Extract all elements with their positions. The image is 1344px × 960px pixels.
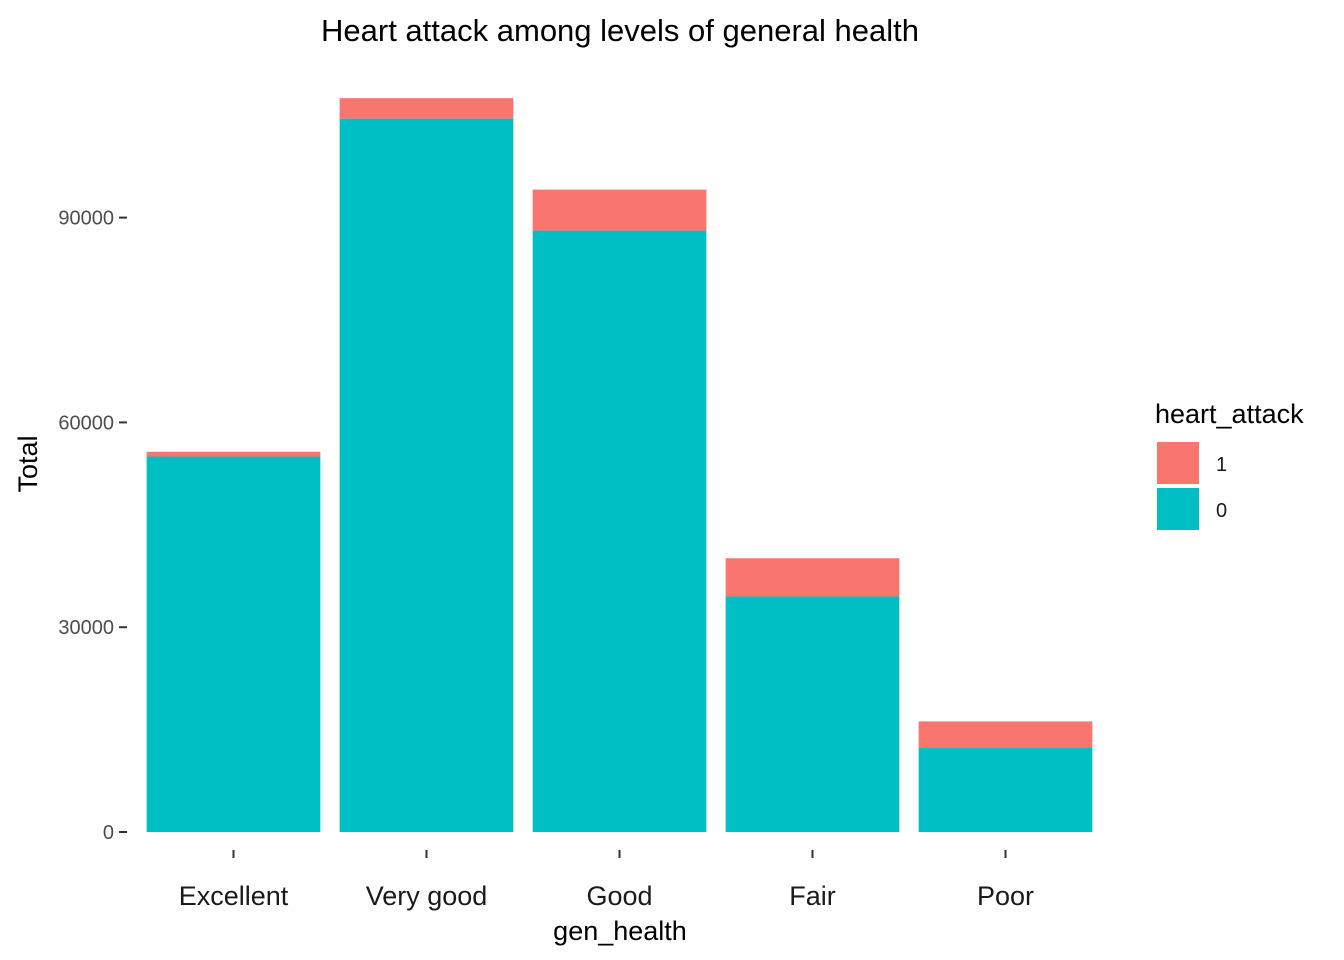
bar-excellent-series-0 <box>146 456 321 832</box>
legend-swatch-1 <box>1157 442 1199 484</box>
bar-very-good-series-0 <box>339 118 514 832</box>
bar-good-series-0 <box>532 230 707 832</box>
chart-title: Heart attack among levels of general hea… <box>321 13 919 48</box>
y-tick-label: 90000 <box>58 208 114 230</box>
y-axis: 0 30000 60000 90000 <box>58 208 127 844</box>
legend-title: heart_attack <box>1155 399 1304 429</box>
bar-excellent-series-1 <box>146 451 321 457</box>
x-tick-label: Very good <box>366 881 488 911</box>
x-axis-title: gen_health <box>553 916 687 946</box>
y-axis-title: Total <box>13 435 43 492</box>
x-tick-label: Poor <box>977 881 1034 911</box>
x-axis: Excellent Very good Good Fair Poor <box>179 850 1034 911</box>
plot-area <box>146 98 1093 832</box>
bar-fair-series-0 <box>725 596 900 832</box>
bar-good-series-1 <box>532 189 707 231</box>
legend-label-0: 0 <box>1216 500 1227 522</box>
bar-poor-series-0 <box>918 748 1093 832</box>
x-tick-label: Excellent <box>179 881 289 911</box>
bar-poor-series-1 <box>918 721 1093 749</box>
legend: heart_attack 1 0 <box>1155 399 1304 530</box>
legend-label-1: 1 <box>1216 454 1227 476</box>
x-tick-label: Good <box>586 881 652 911</box>
y-tick-label: 60000 <box>58 412 114 434</box>
bar-very-good-series-1 <box>339 98 514 119</box>
y-tick-label: 0 <box>103 822 114 844</box>
y-tick-label: 30000 <box>58 617 114 639</box>
legend-swatch-0 <box>1157 488 1199 530</box>
bar-fair-series-1 <box>725 558 900 597</box>
x-tick-label: Fair <box>789 881 836 911</box>
